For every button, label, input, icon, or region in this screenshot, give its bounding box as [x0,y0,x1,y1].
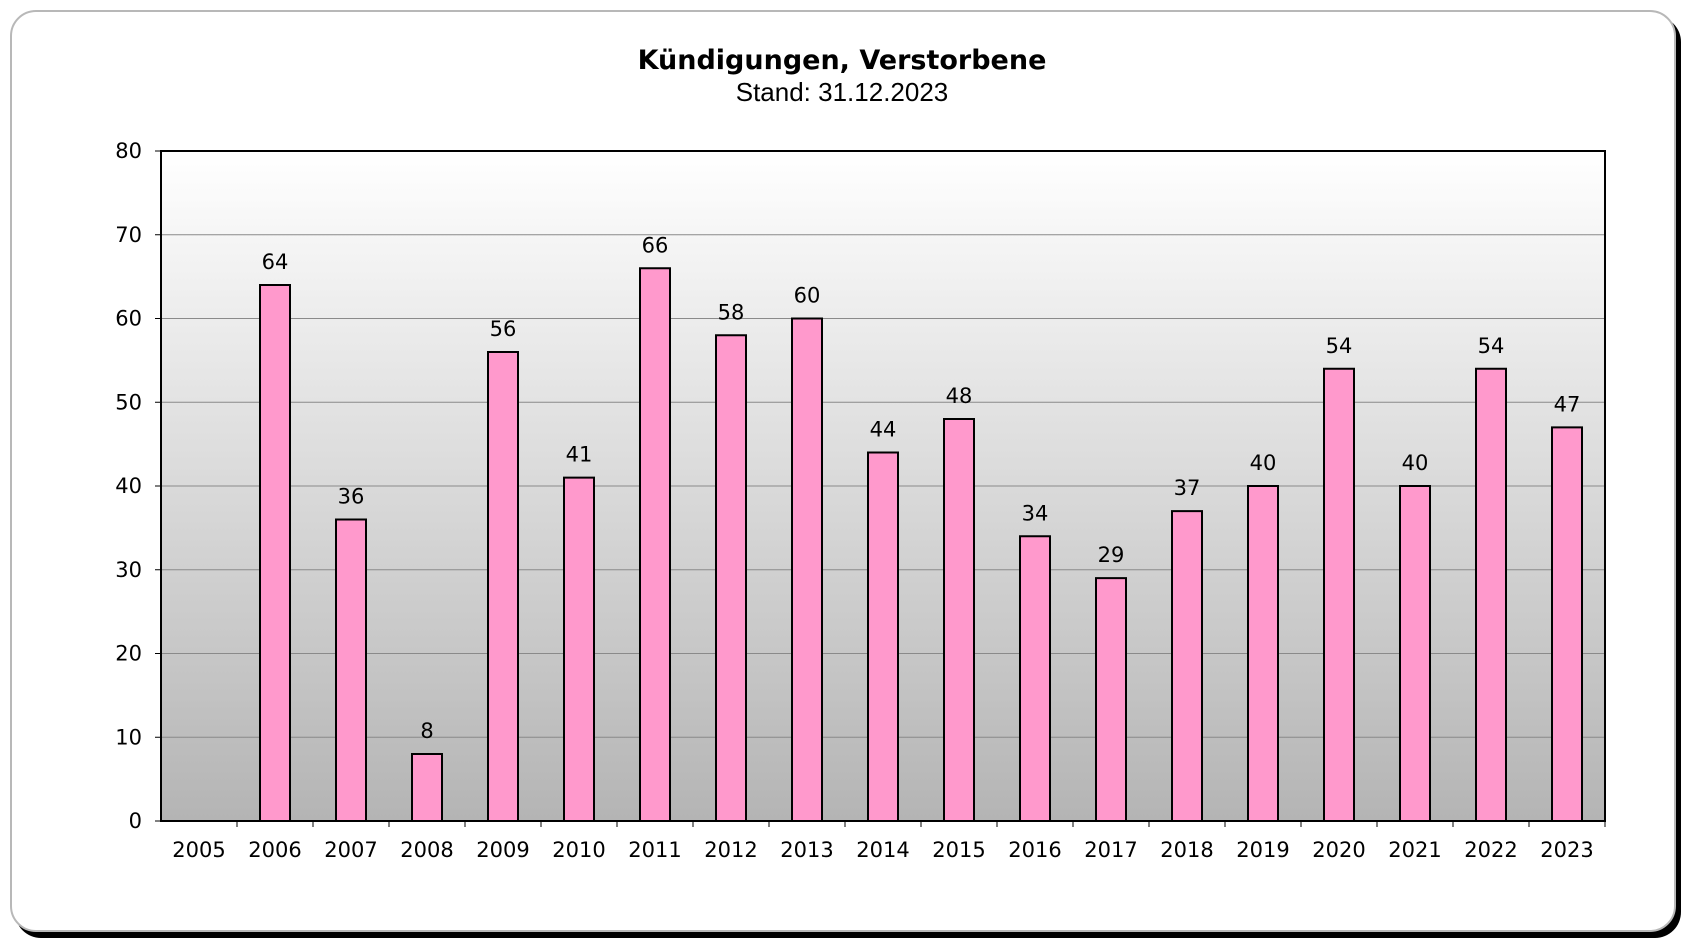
data-label: 37 [1174,476,1201,500]
bar [259,284,291,822]
plot-frame [160,150,1606,822]
data-label: 54 [1478,334,1505,358]
x-tick-label: 2015 [932,838,985,862]
bar [1399,485,1431,822]
data-label: 58 [718,300,745,324]
x-tick-label: 2014 [856,838,909,862]
x-tick-label: 2007 [324,838,377,862]
bar [1247,485,1279,822]
data-label: 8 [420,719,433,743]
axes: 0 10 20 30 40 50 60 70 80 2005 2006 2007 2008 2009 201… [115,139,1606,862]
bar [1171,510,1203,822]
x-tick-label: 2011 [628,838,681,862]
bar [867,451,899,822]
bar [639,267,671,822]
data-label: 29 [1098,543,1125,567]
bar [411,753,443,822]
y-tick-label: 30 [115,558,142,582]
data-label: 60 [794,284,821,308]
x-tick-label: 2006 [248,838,301,862]
data-label: 40 [1250,451,1277,475]
x-tick-label: 2013 [780,838,833,862]
x-tick-label: 2023 [1540,838,1593,862]
y-tick-label: 10 [115,725,142,749]
y-tick-label: 0 [129,809,142,833]
bar [1019,535,1051,822]
y-tick-label: 80 [115,139,142,163]
data-label: 40 [1402,451,1429,475]
y-tick-label: 60 [115,307,142,331]
x-tick-label: 2009 [476,838,529,862]
chart-title: Kündigungen, Verstorbene [638,45,1047,76]
x-tick-label: 2018 [1160,838,1213,862]
bar [1475,367,1507,822]
chart-subtitle: Stand: 31.12.2023 [736,77,949,107]
x-tick-label: 2020 [1312,838,1365,862]
bar [791,317,823,822]
data-label: 56 [490,317,517,341]
data-label: 36 [338,485,365,509]
bar [487,351,519,822]
bar [1323,367,1355,822]
data-label: 47 [1554,392,1581,416]
bar [563,476,595,822]
data-label: 66 [642,233,669,257]
data-label: 48 [946,384,973,408]
bar [1551,426,1583,822]
bar [1095,577,1127,822]
x-tick-label: 2012 [704,838,757,862]
y-tick-label: 70 [115,223,142,247]
data-label: 54 [1326,334,1353,358]
x-tick-label: 2008 [400,838,453,862]
x-tick-label: 2019 [1236,838,1289,862]
x-tick-label: 2022 [1464,838,1517,862]
x-tick-label: 2010 [552,838,605,862]
bar [715,334,747,822]
y-tick-label: 40 [115,474,142,498]
bar [943,418,975,822]
y-tick-label: 50 [115,390,142,414]
data-label: 41 [566,443,593,467]
data-label: 64 [262,250,289,274]
data-label: 44 [870,418,897,442]
y-tick-label: 20 [115,642,142,666]
x-tick-label: 2005 [172,838,225,862]
x-tick-label: 2016 [1008,838,1061,862]
bar [335,518,367,822]
data-label: 34 [1022,501,1049,525]
data-labels: 64 36 8 56 41 66 58 60 44 48 34 29 37 40 54 40 54 47 [262,233,1581,743]
x-tick-label: 2017 [1084,838,1137,862]
x-tick-label: 2021 [1388,838,1441,862]
